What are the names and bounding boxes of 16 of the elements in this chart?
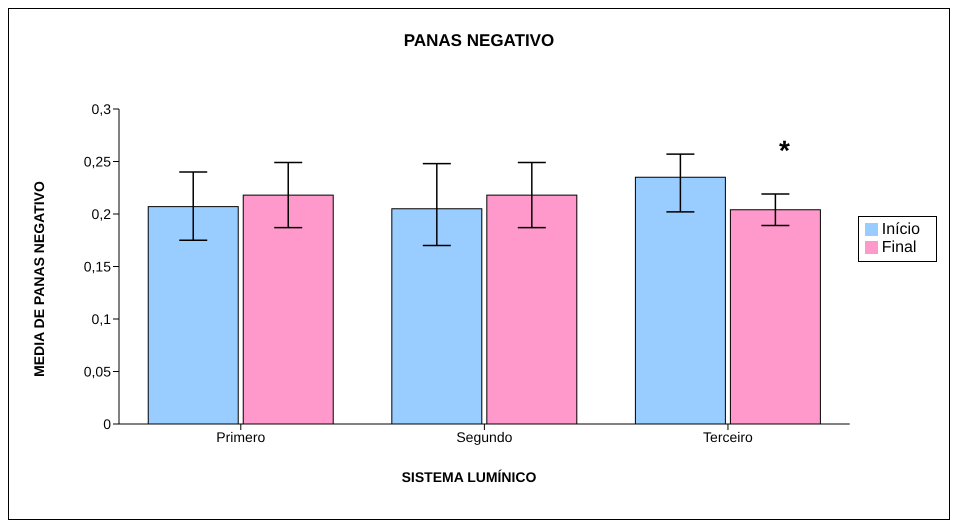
x-tick-label: Segundo	[456, 428, 513, 445]
y-tick-label: 0,15	[84, 258, 112, 274]
y-tick-label: 0	[103, 416, 112, 432]
y-axis-title: MEDIA DE PANAS NEGATIVO	[31, 181, 47, 377]
y-tick-label: 0,1	[92, 310, 112, 327]
y-tick-label: 0,05	[84, 363, 112, 380]
x-tick-label: Terceiro	[703, 428, 754, 445]
y-tick-label: 0,3	[92, 100, 112, 117]
y-tick-label: 0,2	[92, 206, 112, 222]
chart-title: PANAS NEGATIVO	[402, 31, 556, 51]
legend-label: Final	[882, 239, 916, 256]
annotation: *	[779, 135, 790, 167]
x-tick-label: Primero	[216, 428, 266, 445]
y-tick-label: 0,25	[84, 153, 112, 170]
x-axis-title: SISTEMA LUMÍNICO	[400, 469, 538, 485]
legend-label: Início	[882, 221, 920, 238]
